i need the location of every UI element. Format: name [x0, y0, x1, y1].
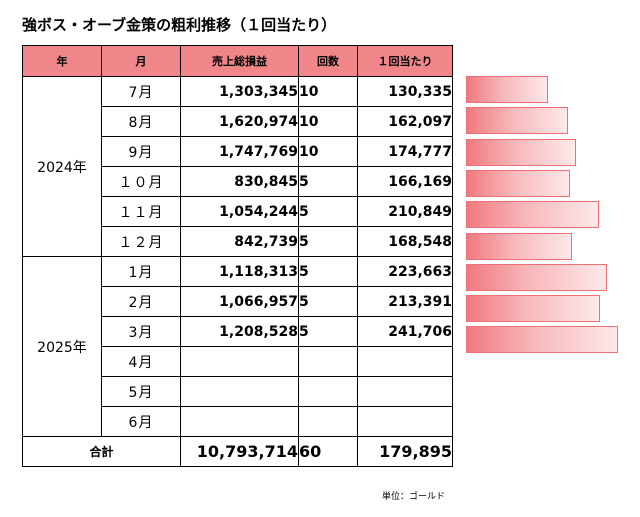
table-body: 2024年 7月 1,303,345 10 130,335 8月 1,620,974 10 16…	[22, 76, 453, 437]
bar-7	[466, 264, 607, 291]
count-cell: 5	[298, 316, 358, 347]
month-cell: 9月	[101, 136, 181, 167]
sales-cell	[180, 376, 299, 407]
header-count: 回数	[298, 45, 358, 77]
bar-6	[466, 233, 572, 260]
per-run-cell	[357, 346, 453, 377]
sales-cell: 1,747,769	[180, 136, 299, 167]
sales-cell: 1,620,974	[180, 106, 299, 137]
unit-note: 単位：ゴールド	[382, 492, 446, 502]
month-cell: 2月	[101, 286, 181, 317]
per-run-cell: 210,849	[357, 196, 453, 227]
table-row: １２月 842,739 5 168,548	[23, 226, 453, 257]
count-cell: 10	[298, 76, 358, 107]
per-run-cell	[357, 406, 453, 437]
per-run-cell	[357, 376, 453, 407]
month-cell: １１月	[101, 196, 181, 227]
month-cell: 8月	[101, 106, 181, 137]
count-cell: 10	[298, 106, 358, 137]
total-sales: 10,793,714	[180, 436, 299, 467]
count-cell: 5	[298, 166, 358, 197]
sales-cell: 830,845	[180, 166, 299, 197]
table-row: 8月 1,620,974 10 162,097	[23, 106, 453, 137]
table-row: 3月 1,208,528 5 241,706	[23, 316, 453, 347]
sales-cell: 1,303,345	[180, 76, 299, 107]
bar-3	[466, 139, 576, 166]
total-row: 合計 10,793,714 60 179,895	[22, 436, 453, 467]
month-cell: １０月	[101, 166, 181, 197]
month-cell: 6月	[101, 406, 181, 437]
count-cell: 5	[298, 256, 358, 287]
header-per-run: １回当たり	[357, 45, 453, 77]
header-sales: 売上総損益	[180, 45, 299, 77]
bar-9	[466, 326, 618, 353]
bar-8	[466, 295, 600, 322]
per-run-cell: 213,391	[357, 286, 453, 317]
count-cell: 10	[298, 136, 358, 167]
total-per-run: 179,895	[357, 436, 453, 467]
bar-5	[466, 201, 599, 228]
table-row: 9月 1,747,769 10 174,777	[23, 136, 453, 167]
table-row: 4月	[23, 346, 453, 377]
month-cell: １２月	[101, 226, 181, 257]
sales-cell: 842,739	[180, 226, 299, 257]
per-run-cell: 241,706	[357, 316, 453, 347]
table-row: 2024年 7月 1,303,345 10 130,335	[22, 76, 453, 257]
total-label: 合計	[22, 436, 181, 467]
per-run-cell: 166,169	[357, 166, 453, 197]
sales-cell: 1,054,244	[180, 196, 299, 227]
total-count: 60	[298, 436, 358, 467]
month-cell: 1月	[101, 256, 181, 287]
profit-table: 年 月 売上総損益 回数 １回当たり 2024年 7月 1,303,345 10 130…	[22, 45, 453, 467]
bar-4	[466, 170, 570, 197]
sales-cell	[180, 406, 299, 437]
table-row: 2月 1,066,957 5 213,391	[23, 286, 453, 317]
header-year: 年	[22, 45, 102, 77]
table-row: １０月 830,845 5 166,169	[23, 166, 453, 197]
bar-2	[466, 107, 568, 134]
month-cell: 7月	[101, 76, 181, 107]
per-run-cell: 130,335	[357, 76, 453, 107]
per-run-cell: 174,777	[357, 136, 453, 167]
sales-cell	[180, 346, 299, 377]
count-cell	[298, 406, 358, 437]
bar-1	[466, 76, 548, 103]
year-cell: 2024年	[22, 76, 102, 257]
month-cell: 4月	[101, 346, 181, 377]
count-cell: 5	[298, 196, 358, 227]
header-row: 年 月 売上総損益 回数 １回当たり	[22, 45, 453, 77]
count-cell	[298, 376, 358, 407]
per-run-cell: 162,097	[357, 106, 453, 137]
count-cell: 5	[298, 286, 358, 317]
per-run-cell: 223,663	[357, 256, 453, 287]
month-cell: 5月	[101, 376, 181, 407]
sales-cell: 1,118,313	[180, 256, 299, 287]
header-month: 月	[101, 45, 181, 77]
per-run-cell: 168,548	[357, 226, 453, 257]
month-cell: 3月	[101, 316, 181, 347]
sales-cell: 1,066,957	[180, 286, 299, 317]
table-row: 2025年 1月 1,118,313 5 223,663	[22, 256, 453, 437]
count-cell	[298, 346, 358, 377]
page-title: 強ボス・オーブ金策の粗利推移（１回当たり）	[22, 16, 337, 34]
sales-cell: 1,208,528	[180, 316, 299, 347]
count-cell: 5	[298, 226, 358, 257]
year-cell: 2025年	[22, 256, 102, 437]
